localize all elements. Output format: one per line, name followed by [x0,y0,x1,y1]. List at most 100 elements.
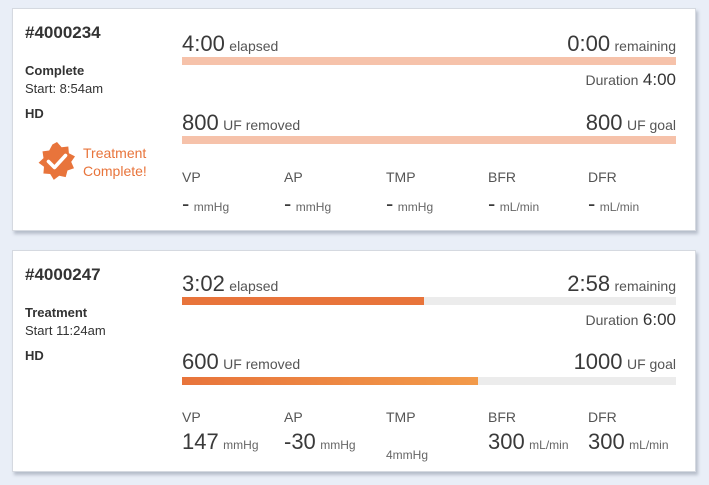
metric-value: 147 [182,429,219,454]
uf-removed-label: UF removed [223,356,301,372]
treatment-status: Treatment [25,305,88,320]
duration-value: 4:00 [642,70,676,89]
metric-tmp: TMP 4mmHg [386,409,486,462]
uf-removed-label: UF removed [223,117,301,133]
metric-value: - [386,191,394,216]
uf-row: 600 UF removed 1000 UF goal [182,349,676,375]
elapsed-value: 4:00 [182,31,225,56]
duration: Duration 4:00 [586,70,676,90]
metric-value-wrap: 147 mmHg [182,429,259,455]
metric-value: -30 [284,429,316,454]
duration: Duration 6:00 [586,310,676,330]
metric-tmp: TMP - mmHg [386,169,486,219]
metric-value-wrap: - mmHg [182,191,229,217]
metric-unit: mL/min [599,200,640,214]
uf-removed-value: 600 [182,349,219,374]
uf-goal: 1000 UF goal [574,349,676,375]
metric-ap: AP - mmHg [284,169,384,219]
elapsed-label: elapsed [229,278,279,294]
uf-goal-label: UF goal [626,356,676,372]
duration-label: Duration [585,312,639,328]
time-progress-bar [182,57,676,65]
remaining: 0:00 remaining [567,31,676,57]
uf-goal-value: 800 [585,110,623,135]
uf-progress-bar [182,377,676,385]
metric-label: DFR [588,409,617,425]
metric-label: VP [182,409,201,425]
treatment-mode: HD [25,106,44,121]
metric-label: BFR [488,409,516,425]
metric-value: - [488,191,496,216]
metric-value: 300 [488,429,525,454]
uf-removed: 600 UF removed [182,349,300,375]
time-row: 3:02 elapsed 2:58 remaining [182,271,676,297]
elapsed-value: 3:02 [182,271,225,296]
metric-value: 300 [588,429,625,454]
treatment-status: Complete [25,63,85,78]
metric-label: DFR [588,169,617,185]
metric-value-wrap: - mL/min [588,191,639,217]
uf-goal-label: UF goal [626,117,676,133]
metric-value: - [182,191,190,216]
patient-card[interactable]: #4000247 Treatment Start 11:24am HD 3:02… [12,250,696,472]
remaining-value: 2:58 [567,271,611,296]
patient-id: #4000247 [25,265,101,284]
remaining-label: remaining [614,38,676,54]
uf-goal-value: 1000 [573,349,623,374]
metric-unit: mL/min [629,438,669,452]
metric-label: VP [182,169,201,185]
metric-label: AP [284,169,303,185]
treatment-complete-label: Treatment Complete! [83,144,173,180]
metric-value: - [588,191,596,216]
metric-value-wrap: 4mmHg [386,439,428,465]
elapsed-label: elapsed [229,38,279,54]
metric-ap: AP -30 mmHg [284,409,384,461]
badge-line-2: Complete! [83,163,147,179]
remaining-label: remaining [614,278,676,294]
uf-progress-fill [182,136,676,144]
metric-label: TMP [386,169,416,185]
duration-value: 6:00 [642,310,676,329]
time-row: 4:00 elapsed 0:00 remaining [182,31,676,57]
metric-value-wrap: 300 mL/min [588,429,669,455]
metric-bfr: BFR - mL/min [488,169,588,219]
patient-card[interactable]: #4000234 Complete Start: 8:54am HD Treat… [12,8,696,231]
metric-label: TMP [386,409,416,425]
remaining-value: 0:00 [567,31,611,56]
time-progress-fill [182,57,676,65]
metric-unit: mmHg [295,200,332,214]
metric-vp: VP 147 mmHg [182,409,282,461]
start-time: Start: 8:54am [25,81,104,96]
time-progress-fill [182,297,425,305]
uf-progress-fill [182,377,479,385]
metric-unit: mL/min [499,200,540,214]
check-badge-icon [38,142,75,180]
metric-unit: 4mmHg [386,448,429,462]
uf-progress-bar [182,136,676,144]
metric-value-wrap: - mmHg [386,191,433,217]
metric-value: - [284,191,292,216]
badge-line-1: Treatment [83,145,147,161]
metric-value-wrap: - mmHg [284,191,331,217]
time-progress-bar [182,297,676,305]
metric-unit: mmHg [320,438,356,452]
metric-vp: VP - mmHg [182,169,282,219]
metric-unit: mmHg [397,200,434,214]
patient-id: #4000234 [25,23,101,42]
elapsed: 3:02 elapsed [182,271,278,297]
uf-row: 800 UF removed 800 UF goal [182,110,676,136]
uf-goal: 800 UF goal [586,110,676,136]
metric-unit: mmHg [193,200,230,214]
metric-dfr: DFR 300 mL/min [588,409,688,461]
start-time: Start 11:24am [25,323,106,338]
duration-label: Duration [585,72,639,88]
metric-value-wrap: - mL/min [488,191,539,217]
metric-value-wrap: -30 mmHg [284,429,356,455]
metric-unit: mmHg [223,438,259,452]
metric-unit: mL/min [529,438,569,452]
metric-dfr: DFR - mL/min [588,169,688,219]
elapsed: 4:00 elapsed [182,31,278,57]
metric-bfr: BFR 300 mL/min [488,409,588,461]
metric-label: AP [284,409,303,425]
uf-removed-value: 800 [182,110,219,135]
